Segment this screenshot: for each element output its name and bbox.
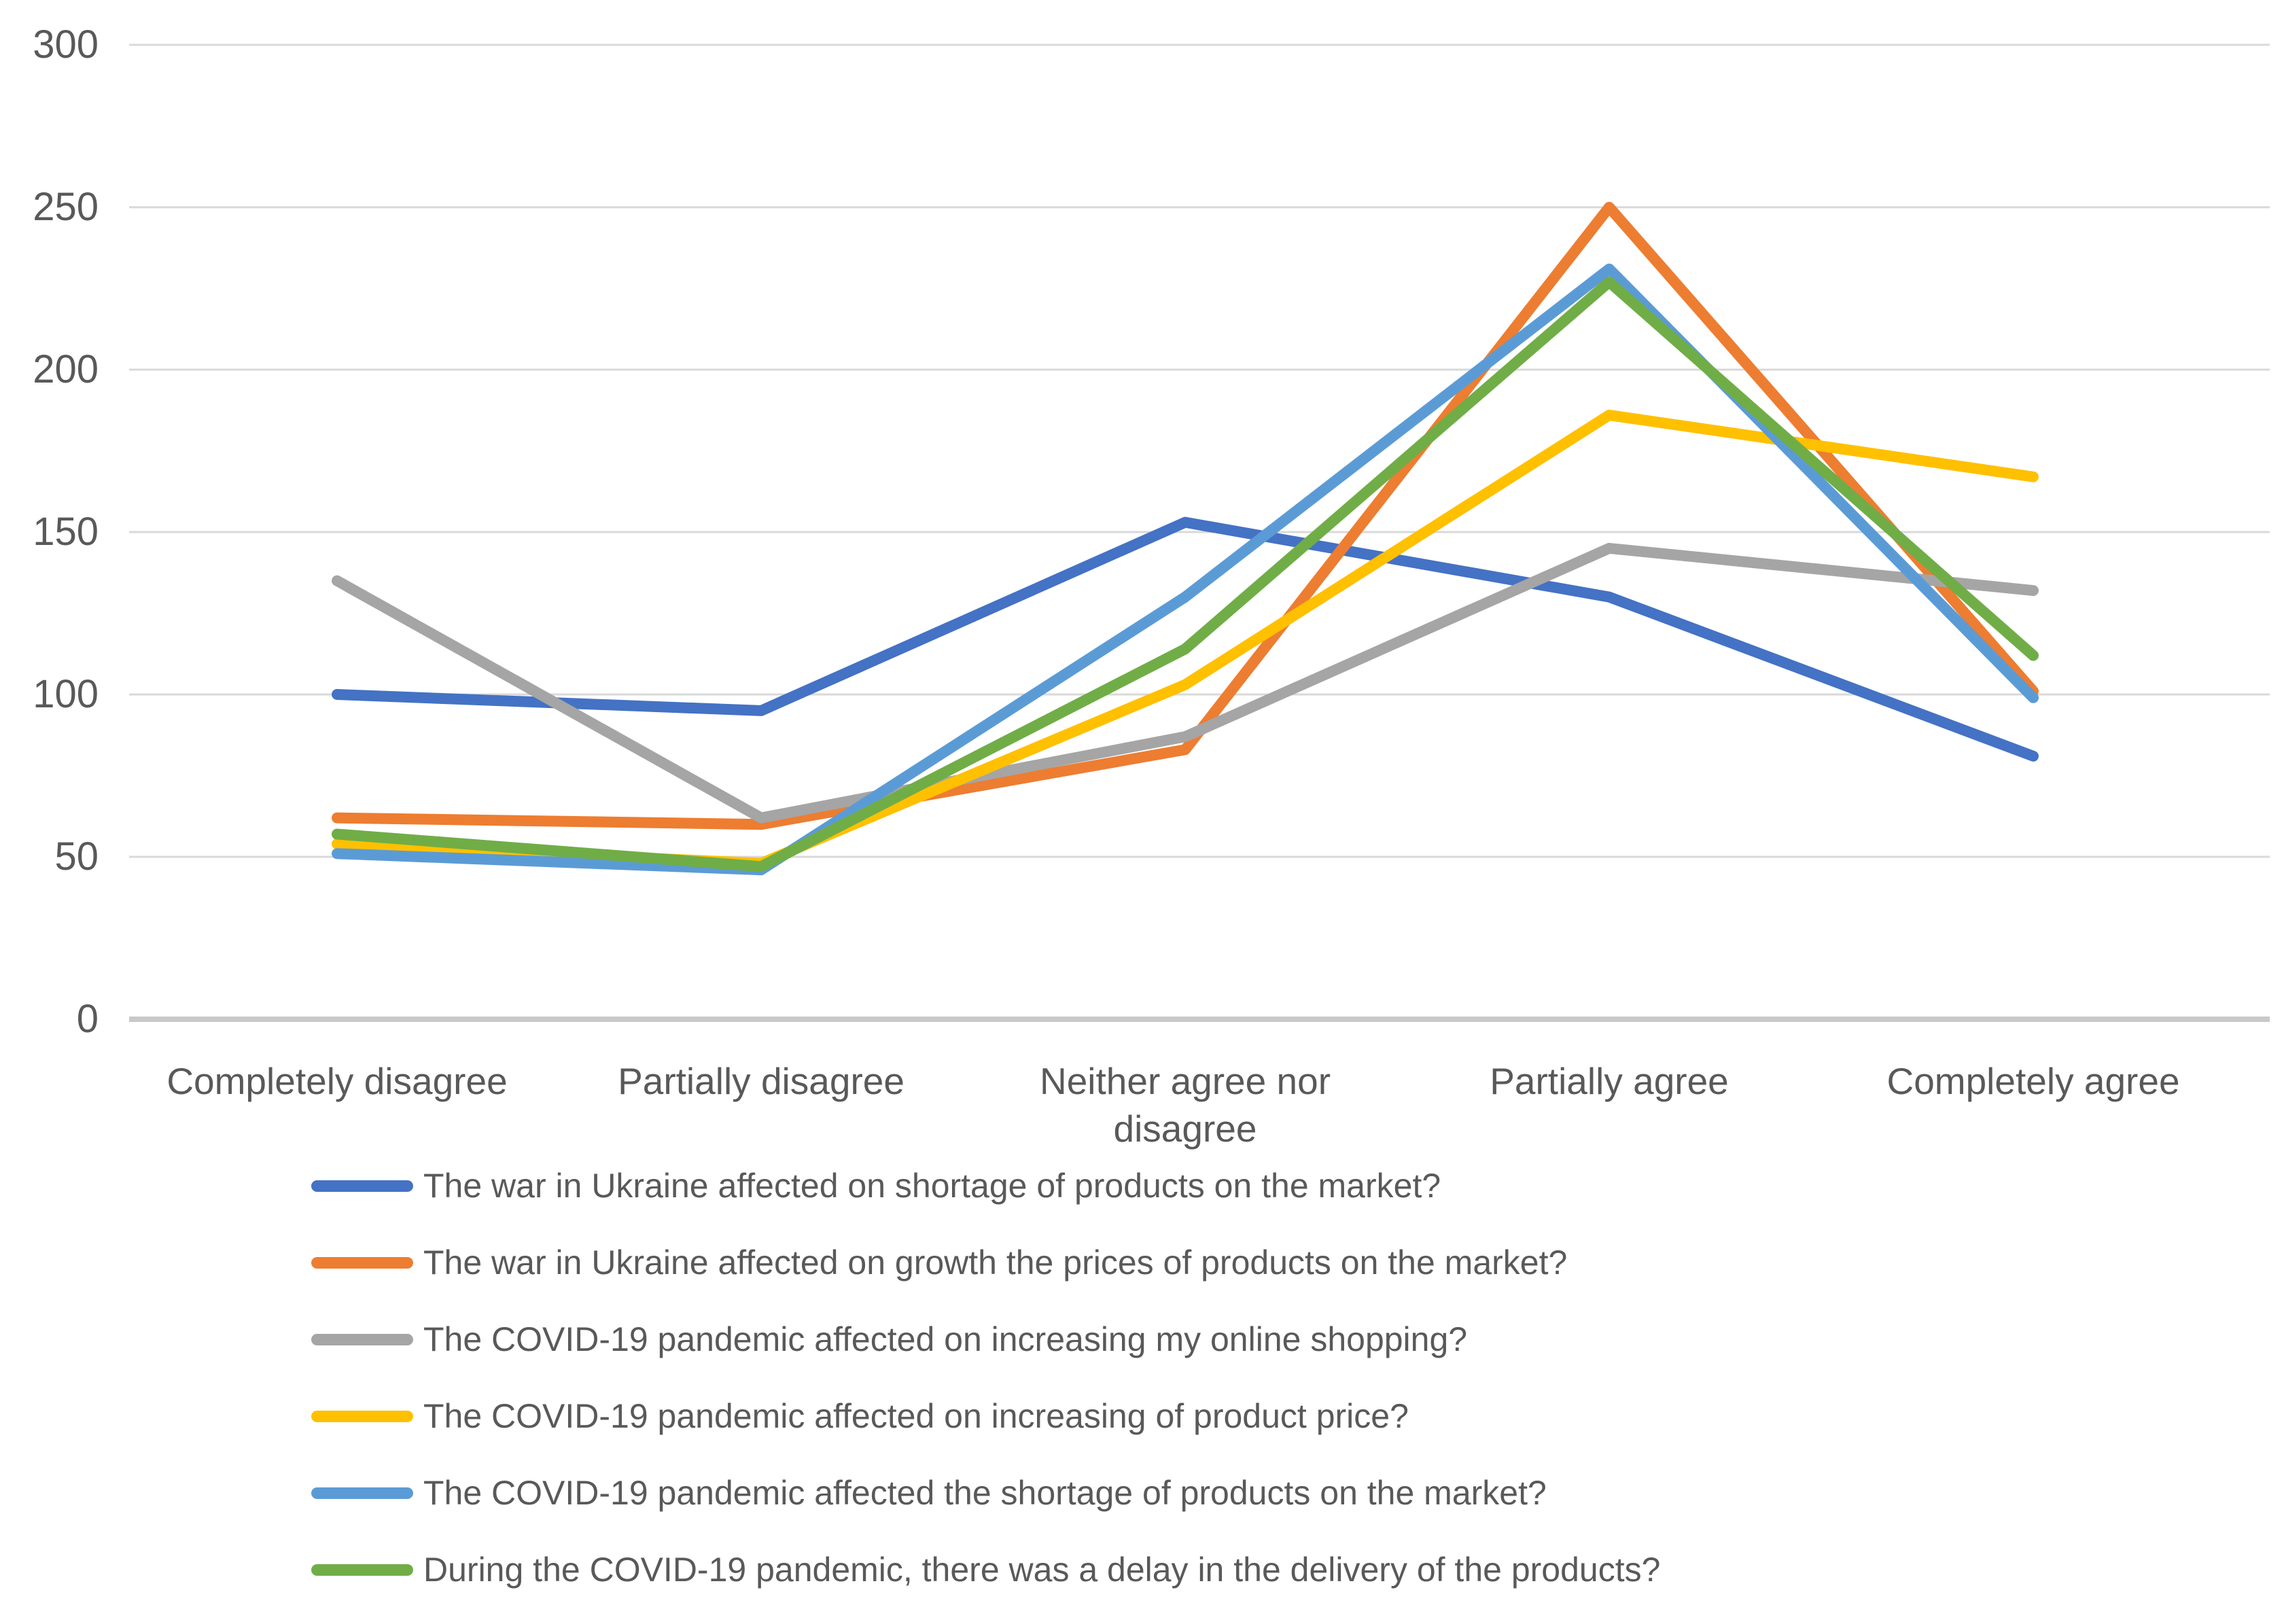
legend-label: The COVID-19 pandemic affected the short… xyxy=(423,1474,1547,1512)
y-tick-label-100: 100 xyxy=(33,672,99,716)
legend-label: The COVID-19 pandemic affected on increa… xyxy=(423,1320,1468,1358)
legend-item-covid-shortage: The COVID-19 pandemic affected the short… xyxy=(311,1470,1660,1515)
legend-label: The war in Ukraine affected on growth th… xyxy=(423,1243,1568,1282)
series-line-3 xyxy=(332,409,2039,869)
legend-swatch-war-prices-icon xyxy=(311,1256,413,1269)
legend-swatch-covid-delivery-delay-icon xyxy=(311,1564,413,1576)
y-tick-label-250: 250 xyxy=(33,185,99,229)
x-category-label-neither-agree-nor-disagree: Neither agree nor disagree xyxy=(1039,1060,1331,1150)
x-category-label-completely-agree: Completely agree xyxy=(1886,1060,2180,1102)
x-category-label-completely-disagree: Completely disagree xyxy=(166,1060,508,1102)
y-tick-label-50: 50 xyxy=(54,834,99,879)
legend-label: The war in Ukraine affected on shortage … xyxy=(423,1167,1441,1205)
legend-item-war-shortage: The war in Ukraine affected on shortage … xyxy=(311,1163,1660,1208)
legend-swatch-covid-product-price-icon xyxy=(311,1410,413,1422)
legend-item-covid-delivery-delay: During the COVID-19 pandemic, there was … xyxy=(311,1547,1660,1592)
legend-swatch-war-shortage-icon xyxy=(311,1180,413,1192)
x-category-label-partially-disagree: Partially disagree xyxy=(618,1060,904,1102)
legend-swatch-covid-online-shopping-icon xyxy=(311,1333,413,1345)
legend: The war in Ukraine affected on shortage … xyxy=(311,1163,1660,1624)
y-tick-label-150: 150 xyxy=(33,510,99,554)
series-line-0 xyxy=(332,516,2039,762)
legend-label: During the COVID-19 pandemic, there was … xyxy=(423,1551,1661,1589)
series-line-2 xyxy=(332,542,2039,824)
legend-swatch-covid-shortage-icon xyxy=(311,1487,413,1499)
legend-item-covid-online-shopping: The COVID-19 pandemic affected on increa… xyxy=(311,1317,1660,1362)
series-line-5 xyxy=(332,276,2039,872)
y-tick-label-200: 200 xyxy=(33,347,99,391)
y-tick-label-0: 0 xyxy=(76,997,99,1041)
legend-item-covid-product-price: The COVID-19 pandemic affected on increa… xyxy=(311,1394,1660,1438)
x-category-label-partially-agree: Partially agree xyxy=(1490,1060,1729,1102)
legend-label: The COVID-19 pandemic affected on increa… xyxy=(423,1397,1409,1435)
legend-item-war-prices: The war in Ukraine affected on growth th… xyxy=(311,1240,1660,1285)
series-line-1 xyxy=(332,202,2039,830)
y-tick-label-300: 300 xyxy=(33,22,99,67)
